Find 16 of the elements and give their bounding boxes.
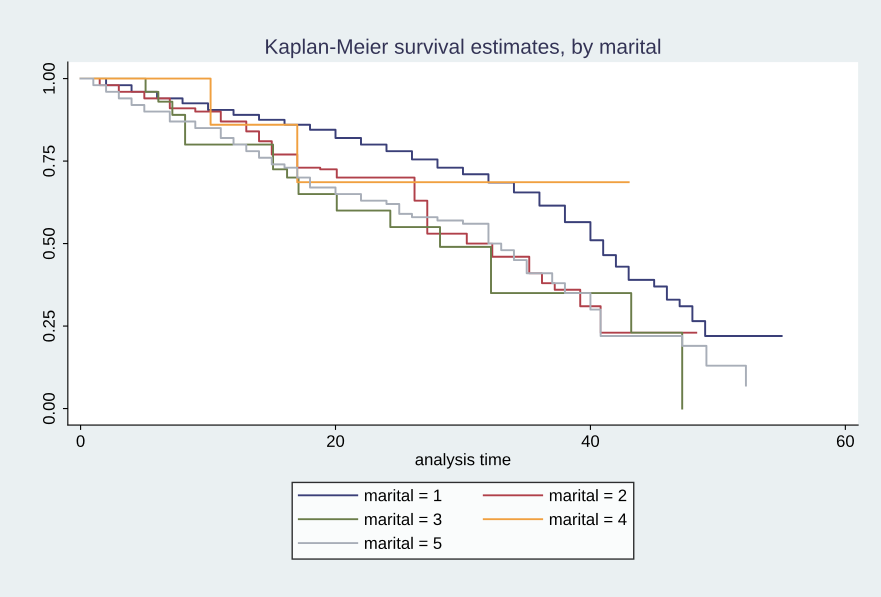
legend-label: marital = 5: [364, 536, 442, 550]
legend-label: marital = 4: [550, 512, 627, 526]
x-tick-label: 40: [582, 435, 600, 448]
y-tick-label: 0.75: [43, 146, 55, 177]
x-tick-label: 0: [76, 435, 85, 448]
y-tick-label: 1.00: [43, 63, 55, 94]
legend-label: marital = 1: [364, 489, 442, 502]
y-tick-label: 0.50: [43, 228, 55, 260]
x-tick-label: 60: [836, 435, 854, 448]
legend-label: marital = 3: [364, 512, 442, 526]
x-tick-label: 20: [327, 435, 344, 448]
y-tick-label: 0.25: [43, 310, 55, 342]
y-tick-label: 0.00: [43, 392, 55, 424]
x-axis-title: analysis time: [416, 453, 510, 469]
legend-label: marital = 2: [550, 489, 626, 502]
chart-title: Kaplan-Meier survival estimates, by marital: [266, 38, 660, 58]
